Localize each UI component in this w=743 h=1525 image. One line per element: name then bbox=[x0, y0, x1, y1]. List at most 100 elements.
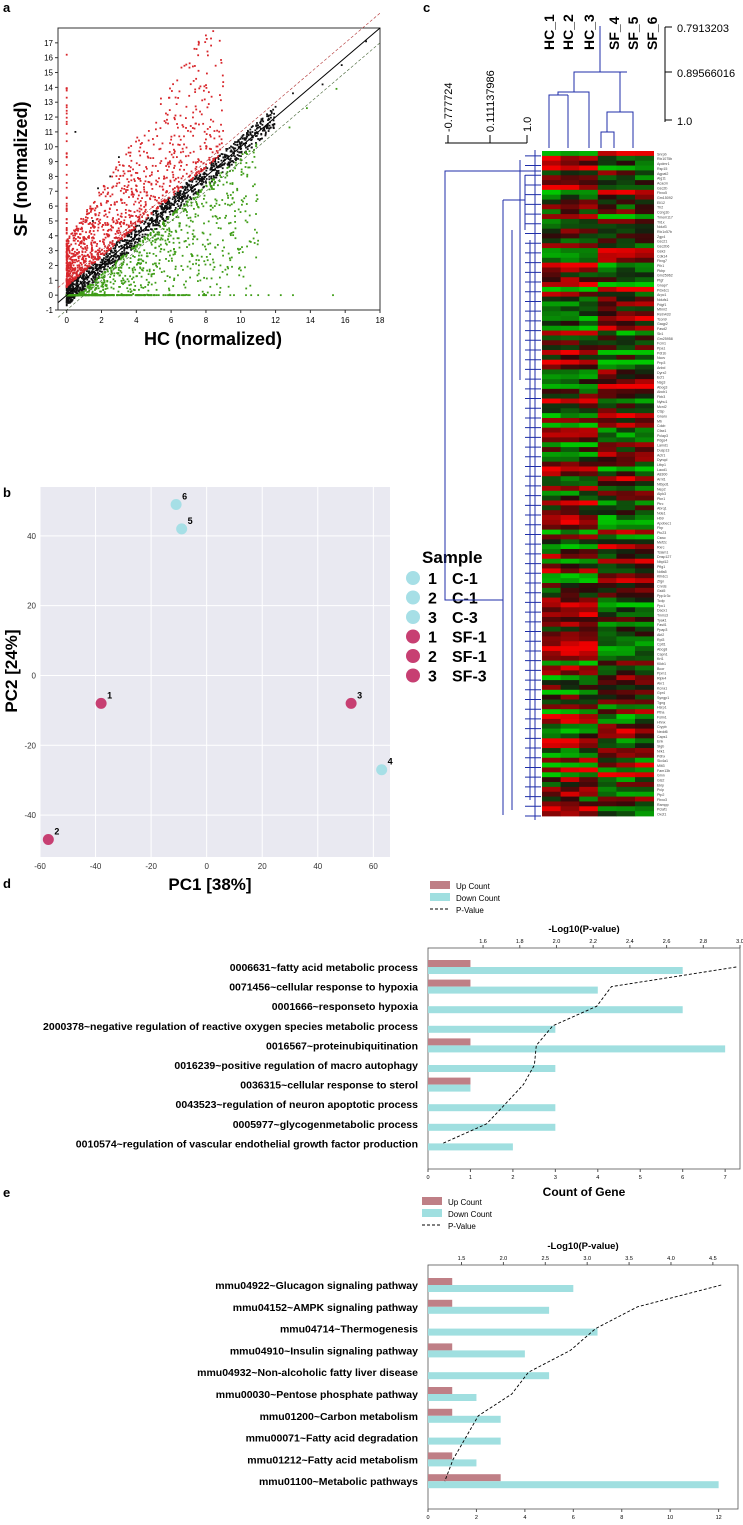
unchanged-point bbox=[180, 203, 183, 206]
up-point bbox=[128, 231, 131, 234]
unchanged-point bbox=[122, 252, 125, 255]
unchanged-point bbox=[199, 177, 201, 180]
up-point bbox=[192, 161, 195, 164]
unchanged-point bbox=[178, 193, 181, 196]
x-tick-label: 8 bbox=[620, 1515, 623, 1521]
unchanged-point bbox=[107, 265, 109, 268]
up-point bbox=[139, 213, 142, 216]
unchanged-point bbox=[168, 211, 171, 213]
unchanged-point bbox=[273, 123, 276, 126]
unchanged-point bbox=[264, 131, 267, 134]
unchanged-point bbox=[217, 156, 220, 159]
up-point bbox=[111, 175, 114, 178]
unchanged-point bbox=[269, 114, 272, 116]
unchanged-point bbox=[222, 156, 225, 159]
up-point bbox=[86, 267, 88, 270]
up-point bbox=[131, 215, 134, 217]
unchanged-point bbox=[149, 218, 152, 221]
unchanged-point bbox=[121, 240, 124, 242]
up-point bbox=[74, 261, 76, 264]
up-point bbox=[75, 276, 78, 279]
up-point bbox=[143, 186, 145, 189]
unchanged-point bbox=[105, 252, 108, 254]
up-point bbox=[180, 165, 182, 167]
unchanged-point bbox=[138, 224, 141, 227]
unchanged-point bbox=[87, 270, 90, 273]
up-point bbox=[79, 228, 82, 231]
unchanged-point bbox=[128, 233, 131, 236]
up-point bbox=[81, 223, 84, 225]
unchanged-point bbox=[155, 228, 158, 230]
unchanged-point bbox=[101, 263, 104, 265]
unchanged-point bbox=[80, 282, 83, 285]
up-point bbox=[202, 162, 205, 165]
unchanged-point bbox=[66, 292, 68, 295]
unchanged-point bbox=[68, 287, 71, 290]
up-point bbox=[71, 266, 73, 269]
unchanged-point bbox=[110, 262, 113, 265]
unchanged-point bbox=[215, 170, 218, 172]
unchanged-point bbox=[85, 274, 88, 277]
up-point bbox=[165, 200, 168, 203]
unchanged-point bbox=[221, 171, 224, 174]
up-point bbox=[128, 229, 131, 232]
unchanged-point bbox=[109, 262, 112, 265]
unchanged-point bbox=[214, 168, 217, 171]
unchanged-point bbox=[202, 186, 205, 189]
up-point bbox=[82, 238, 85, 240]
up-point bbox=[168, 185, 171, 187]
unchanged-point bbox=[129, 244, 131, 247]
up-point bbox=[84, 247, 87, 250]
unchanged-point bbox=[184, 197, 186, 200]
unchanged-point bbox=[170, 203, 173, 205]
up-point bbox=[160, 97, 162, 100]
x-tick-label: 4 bbox=[523, 1515, 526, 1521]
unchanged-point bbox=[147, 223, 150, 226]
unchanged-point bbox=[101, 266, 104, 269]
unchanged-point bbox=[107, 260, 110, 263]
unchanged-point bbox=[146, 222, 149, 225]
unchanged-point bbox=[243, 137, 246, 140]
unchanged-point bbox=[101, 261, 104, 264]
up-point bbox=[112, 217, 114, 219]
unchanged-point bbox=[75, 281, 78, 284]
unchanged-point bbox=[181, 200, 184, 202]
unchanged-point bbox=[269, 126, 272, 129]
up-point bbox=[137, 177, 140, 180]
unchanged-point bbox=[210, 168, 213, 171]
up-point bbox=[82, 257, 84, 260]
up-point bbox=[192, 134, 195, 137]
unchanged-point bbox=[194, 177, 197, 180]
unchanged-point bbox=[267, 115, 270, 117]
top-tick-label: 3.0 bbox=[583, 1256, 591, 1262]
unchanged-point bbox=[261, 117, 264, 120]
unchanged-point bbox=[178, 195, 181, 198]
unchanged-point bbox=[242, 142, 245, 145]
unchanged-point bbox=[94, 275, 97, 278]
unchanged-point bbox=[137, 230, 140, 233]
up-point bbox=[139, 143, 142, 145]
unchanged-point bbox=[91, 281, 94, 284]
up-point bbox=[91, 246, 93, 249]
unchanged-point bbox=[82, 285, 85, 288]
up-point bbox=[154, 165, 157, 167]
unchanged-point bbox=[83, 277, 86, 280]
unchanged-point bbox=[187, 194, 189, 197]
unchanged-point bbox=[71, 283, 73, 286]
up-point bbox=[198, 123, 200, 126]
unchanged-point bbox=[126, 235, 129, 238]
up-point bbox=[109, 195, 112, 198]
unchanged-point bbox=[176, 203, 179, 205]
unchanged-point bbox=[79, 274, 82, 277]
unchanged-point bbox=[214, 163, 217, 165]
unchanged-point bbox=[98, 263, 101, 266]
unchanged-point bbox=[212, 175, 215, 177]
up-point bbox=[149, 198, 152, 201]
up-point bbox=[205, 87, 208, 89]
top-tick-label: 2.0 bbox=[500, 1256, 508, 1262]
unchanged-point bbox=[261, 119, 264, 121]
up-point bbox=[99, 218, 102, 221]
up-point bbox=[182, 150, 185, 153]
unchanged-point bbox=[88, 280, 91, 283]
top-tick-label: 4.5 bbox=[709, 1256, 717, 1262]
